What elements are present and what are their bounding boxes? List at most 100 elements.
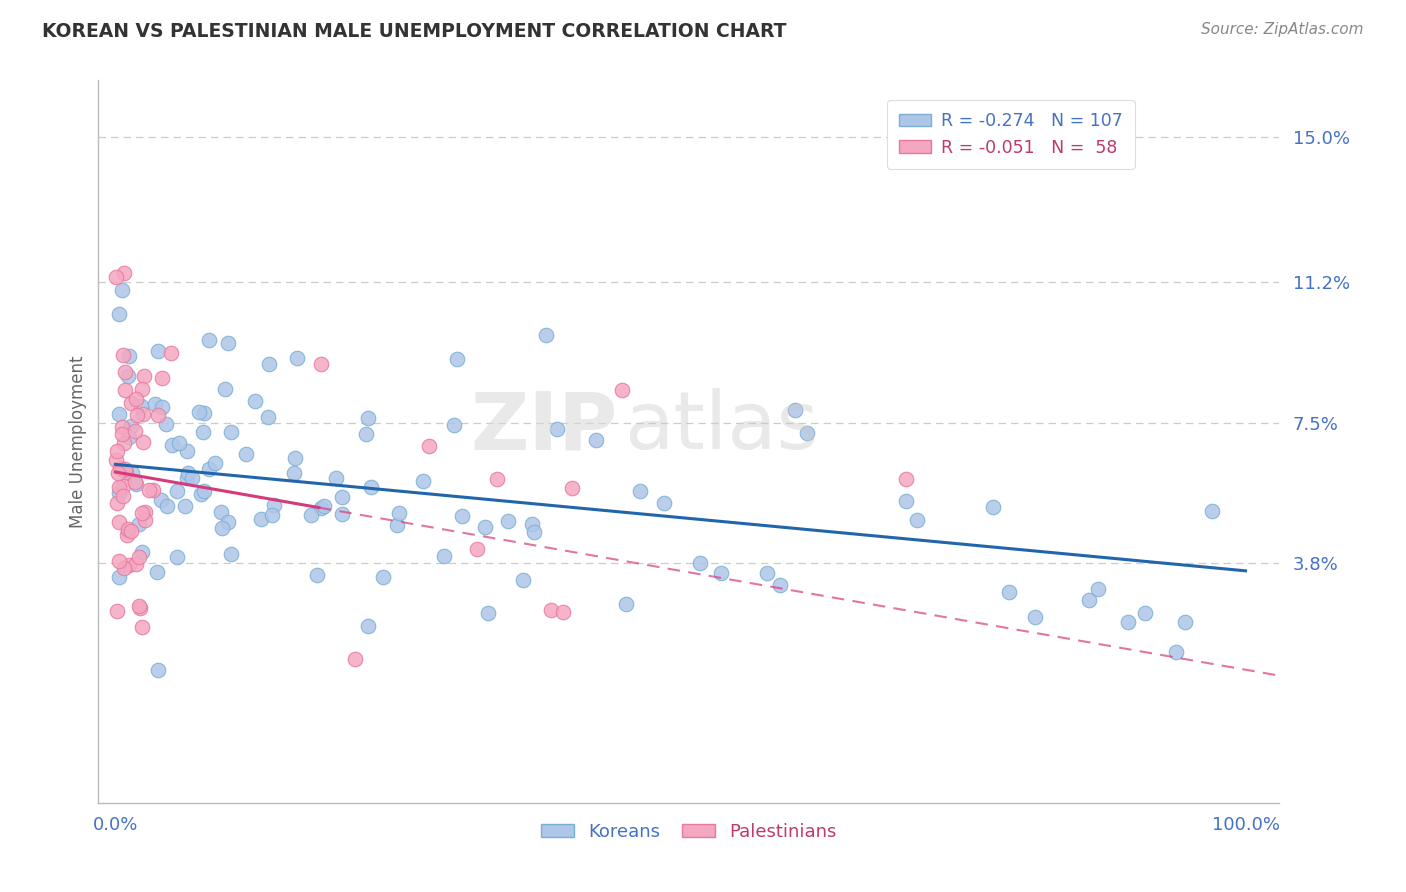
Point: [134, 504, 156, 518]
Point: [114, 462, 136, 476]
Point: [217, 516, 239, 530]
Point: [357, 619, 380, 633]
Point: [134, 368, 156, 383]
Point: [146, 409, 169, 423]
Point: [307, 567, 329, 582]
Point: [981, 500, 1004, 514]
Point: [105, 604, 128, 618]
Point: [148, 344, 170, 359]
Point: [128, 517, 150, 532]
Point: [197, 333, 219, 347]
Point: [129, 601, 152, 615]
Point: [785, 403, 807, 417]
Point: [330, 507, 353, 521]
Point: [612, 383, 634, 397]
Text: ZIP: ZIP: [471, 388, 619, 467]
Point: [418, 439, 440, 453]
Point: [894, 472, 917, 486]
Point: [150, 371, 173, 385]
Point: [142, 483, 165, 497]
Point: [128, 599, 150, 613]
Point: [217, 335, 239, 350]
Point: [111, 479, 134, 493]
Point: [166, 550, 188, 565]
Point: [756, 566, 779, 580]
Point: [204, 456, 226, 470]
Point: [176, 444, 198, 458]
Point: [311, 357, 333, 371]
Point: [131, 545, 153, 559]
Point: [465, 542, 488, 557]
Point: [115, 465, 138, 479]
Point: [105, 443, 128, 458]
Point: [446, 352, 468, 367]
Point: [344, 652, 367, 666]
Point: [299, 508, 322, 522]
Point: [120, 524, 142, 538]
Point: [235, 447, 257, 461]
Point: [125, 408, 148, 422]
Point: [1174, 615, 1197, 629]
Point: [111, 463, 134, 477]
Point: [477, 606, 499, 620]
Point: [118, 349, 141, 363]
Point: [585, 433, 607, 447]
Point: [523, 525, 546, 540]
Point: [486, 471, 509, 485]
Point: [162, 437, 184, 451]
Point: [188, 405, 211, 419]
Point: [111, 426, 134, 441]
Point: [117, 369, 139, 384]
Point: [198, 462, 221, 476]
Point: [522, 517, 544, 532]
Point: [190, 487, 212, 501]
Point: [211, 505, 233, 519]
Point: [689, 557, 711, 571]
Point: [132, 435, 155, 450]
Point: [150, 492, 173, 507]
Point: [211, 521, 233, 535]
Point: [330, 490, 353, 504]
Point: [104, 269, 127, 284]
Point: [193, 406, 215, 420]
Point: [263, 498, 285, 512]
Point: [325, 471, 347, 485]
Point: [125, 557, 148, 571]
Point: [894, 493, 917, 508]
Point: [614, 597, 637, 611]
Point: [385, 518, 408, 533]
Point: [166, 484, 188, 499]
Point: [1201, 504, 1223, 518]
Point: [357, 410, 380, 425]
Point: [433, 549, 456, 564]
Point: [796, 425, 818, 440]
Point: [131, 507, 153, 521]
Point: [134, 513, 156, 527]
Point: [121, 467, 143, 481]
Point: [118, 558, 141, 572]
Point: [108, 515, 131, 529]
Point: [108, 480, 131, 494]
Point: [118, 430, 141, 444]
Point: [138, 483, 160, 497]
Point: [1024, 610, 1046, 624]
Point: [546, 422, 568, 436]
Point: [117, 524, 139, 538]
Text: Source: ZipAtlas.com: Source: ZipAtlas.com: [1201, 22, 1364, 37]
Point: [284, 450, 307, 465]
Point: [114, 384, 136, 398]
Legend: Koreans, Palestinians: Koreans, Palestinians: [534, 815, 844, 848]
Point: [540, 603, 562, 617]
Point: [243, 394, 266, 409]
Point: [219, 547, 242, 561]
Point: [360, 480, 382, 494]
Point: [654, 496, 676, 510]
Point: [474, 520, 496, 534]
Point: [1116, 615, 1139, 630]
Point: [1077, 593, 1099, 607]
Point: [131, 407, 153, 421]
Point: [309, 501, 332, 516]
Point: [112, 435, 135, 450]
Point: [108, 307, 131, 321]
Text: KOREAN VS PALESTINIAN MALE UNEMPLOYMENT CORRELATION CHART: KOREAN VS PALESTINIAN MALE UNEMPLOYMENT …: [42, 22, 787, 41]
